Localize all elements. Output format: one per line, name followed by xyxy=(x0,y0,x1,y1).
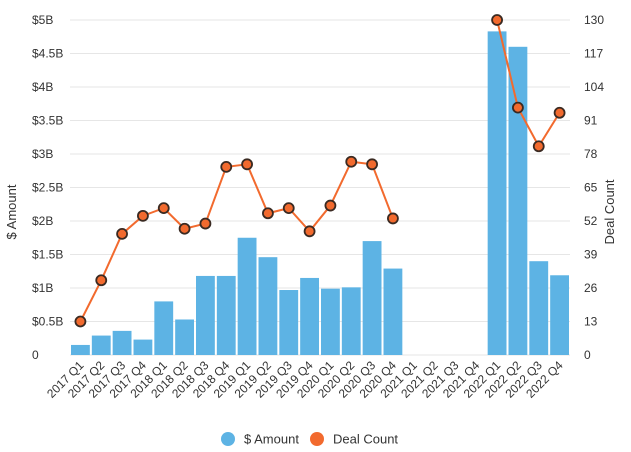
left-tick-label: 0 xyxy=(32,348,39,362)
bar-2018-q3[interactable] xyxy=(196,275,215,355)
bar-2019-q1[interactable] xyxy=(237,237,257,355)
bar-2020-q3[interactable] xyxy=(362,241,382,355)
point-2017-q2[interactable] xyxy=(95,274,108,287)
right-axis-ticks: 0 13 26 39 52 65 78 91 104 117 130 xyxy=(584,13,604,362)
point-2019-q3[interactable] xyxy=(282,202,295,215)
point-2022-q1[interactable] xyxy=(491,14,503,26)
point-2017-q1[interactable] xyxy=(74,315,87,328)
right-tick-label: 130 xyxy=(584,13,604,27)
left-tick-label: $3.5B xyxy=(32,114,63,128)
bar-2017-q2[interactable] xyxy=(91,335,111,355)
point-2022-q3[interactable] xyxy=(532,140,545,153)
bar-2020-q1[interactable] xyxy=(321,288,340,355)
left-axis-ticks: 0 $0.5B $1B $1.5B $2B $2.5B $3B $3.5B $4B $4.5B $5… xyxy=(32,13,63,362)
legend-deal-count-swatch xyxy=(310,432,324,446)
right-tick-label: 13 xyxy=(584,315,598,329)
point-2018-q4[interactable] xyxy=(220,160,233,173)
point-2020-q3[interactable] xyxy=(366,158,378,171)
bar-2022-q3[interactable] xyxy=(529,261,549,355)
point-2018-q1[interactable] xyxy=(157,202,170,215)
bar-series xyxy=(71,31,569,356)
point-2019-q1[interactable] xyxy=(241,158,253,171)
left-tick-label: $4.5B xyxy=(32,47,63,61)
left-tick-label: $2B xyxy=(32,214,53,228)
legend: $ Amount Deal Count xyxy=(221,432,398,447)
left-axis-title: $ Amount xyxy=(4,184,19,239)
point-2019-q4[interactable] xyxy=(303,225,316,238)
left-tick-label: $4B xyxy=(32,80,53,94)
bar-2017-q1[interactable] xyxy=(71,344,90,355)
bar-2017-q3[interactable] xyxy=(112,330,132,355)
right-tick-label: 78 xyxy=(584,147,598,161)
legend-amount-label: $ Amount xyxy=(244,432,299,447)
legend-amount-swatch xyxy=(221,432,235,446)
legend-item-amount[interactable]: $ Amount xyxy=(221,432,299,447)
bar-2017-q4[interactable] xyxy=(133,339,153,355)
left-tick-label: $1.5B xyxy=(32,248,63,262)
legend-item-deal-count[interactable]: Deal Count xyxy=(310,432,398,447)
point-2022-q4[interactable] xyxy=(553,106,566,119)
right-tick-label: 0 xyxy=(584,348,591,362)
left-tick-label: $3B xyxy=(32,147,53,161)
point-2019-q2[interactable] xyxy=(262,207,274,220)
left-tick-label: $2.5B xyxy=(32,181,63,195)
deal-count-line xyxy=(496,19,561,149)
right-tick-label: 117 xyxy=(584,47,603,61)
bar-2018-q4[interactable] xyxy=(216,275,236,355)
bar-2022-q2[interactable] xyxy=(508,46,528,356)
point-2020-q1[interactable] xyxy=(324,199,337,212)
right-tick-label: 26 xyxy=(584,281,598,295)
bar-2020-q4[interactable] xyxy=(383,268,403,355)
bar-2019-q2[interactable] xyxy=(258,257,278,355)
bar-2018-q2[interactable] xyxy=(175,319,194,355)
bar-2020-q2[interactable] xyxy=(341,287,361,355)
deal-count-line xyxy=(79,160,394,322)
point-2020-q4[interactable] xyxy=(387,212,399,225)
bar-2022-q1[interactable] xyxy=(487,31,507,355)
right-tick-label: 39 xyxy=(584,248,598,262)
point-series xyxy=(74,14,566,328)
point-2020-q2[interactable] xyxy=(345,155,358,168)
gridlines xyxy=(70,19,570,356)
right-tick-label: 91 xyxy=(584,114,598,128)
point-2017-q4[interactable] xyxy=(137,209,149,222)
right-tick-label: 104 xyxy=(584,80,604,94)
point-2017-q3[interactable] xyxy=(116,227,128,240)
bar-2022-q4[interactable] xyxy=(550,275,569,355)
left-tick-label: $0.5B xyxy=(32,315,63,329)
line-series xyxy=(79,19,561,322)
bar-2018-q1[interactable] xyxy=(154,301,174,355)
left-tick-label: $1B xyxy=(32,281,53,295)
point-2018-q2[interactable] xyxy=(178,222,191,235)
bar-2019-q3[interactable] xyxy=(279,290,299,355)
bar-2019-q4[interactable] xyxy=(300,277,319,355)
left-tick-label: $5B xyxy=(32,13,53,27)
point-2022-q2[interactable] xyxy=(512,101,524,114)
legend-deal-count-label: Deal Count xyxy=(333,432,398,447)
right-tick-label: 65 xyxy=(584,181,598,195)
right-tick-label: 52 xyxy=(584,214,598,228)
point-2018-q3[interactable] xyxy=(199,217,212,230)
right-axis-title: Deal Count xyxy=(602,179,617,244)
